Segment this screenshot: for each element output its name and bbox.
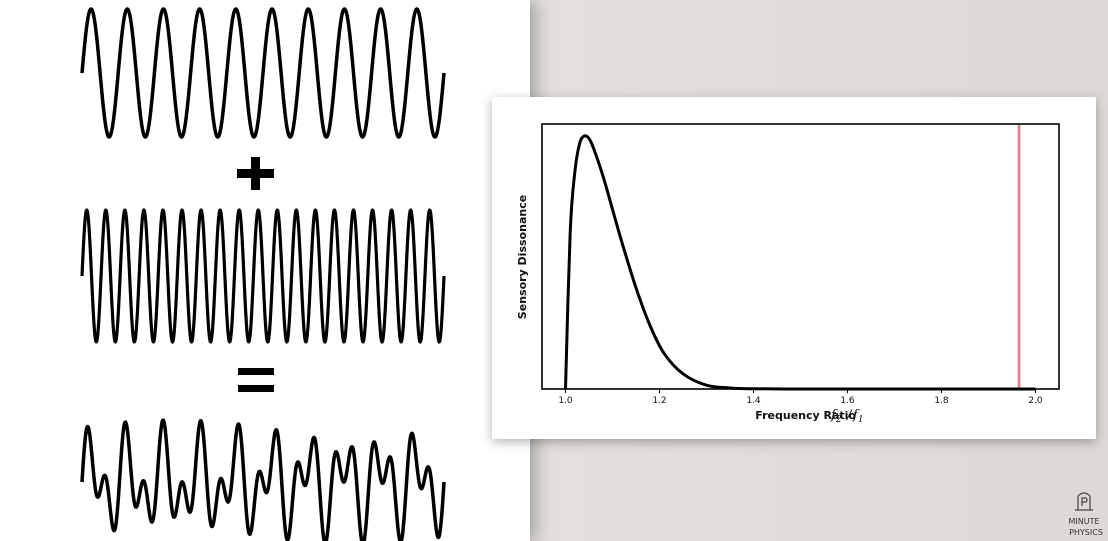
x-axis-math: f2 / f1 [830,408,864,425]
low-frequency-wave [80,7,446,139]
y-axis-label: Sensory Dissonance [516,195,529,319]
plus-sign [237,157,274,190]
x-tick-label: 1.6 [840,396,855,406]
x-axis-math-slash: / [845,408,853,423]
logo-line2: PHYSICS [1069,528,1103,537]
dissonance-chart: 1.0 1.2 1.4 1.6 1.8 2.0 Sensory Dissonance Fr… [516,123,1060,425]
x-tick-label: 1.0 [558,396,573,406]
x-ticks: 1.0 1.2 1.4 1.6 1.8 2.0 [558,389,1043,406]
dissonance-chart-card: 1.0 1.2 1.4 1.6 1.8 2.0 Sensory Dissonance Fr… [492,97,1096,439]
plot-frame [541,123,1060,390]
wave-equation-panel [0,0,530,541]
x-axis-math-f2: f2 [830,408,842,425]
x-axis-label: Frequency Ratio [755,409,856,422]
x-tick-label: 1.4 [746,396,761,406]
high-frequency-wave [80,208,446,344]
x-axis-math-f1: f1 [852,408,864,425]
dissonance-curve [564,134,1036,391]
logo-line1: MINUTE [1068,517,1099,526]
wave-equation-svg [80,7,446,541]
equals-sign [238,368,274,392]
x-tick-label: 2.0 [1028,396,1043,406]
minute-physics-logo: MINUTE PHYSICS [1068,492,1103,537]
x-tick-label: 1.2 [652,396,666,406]
logo-mark-icon [1075,492,1093,511]
sum-wave [80,418,446,541]
x-tick-label: 1.8 [934,396,949,406]
